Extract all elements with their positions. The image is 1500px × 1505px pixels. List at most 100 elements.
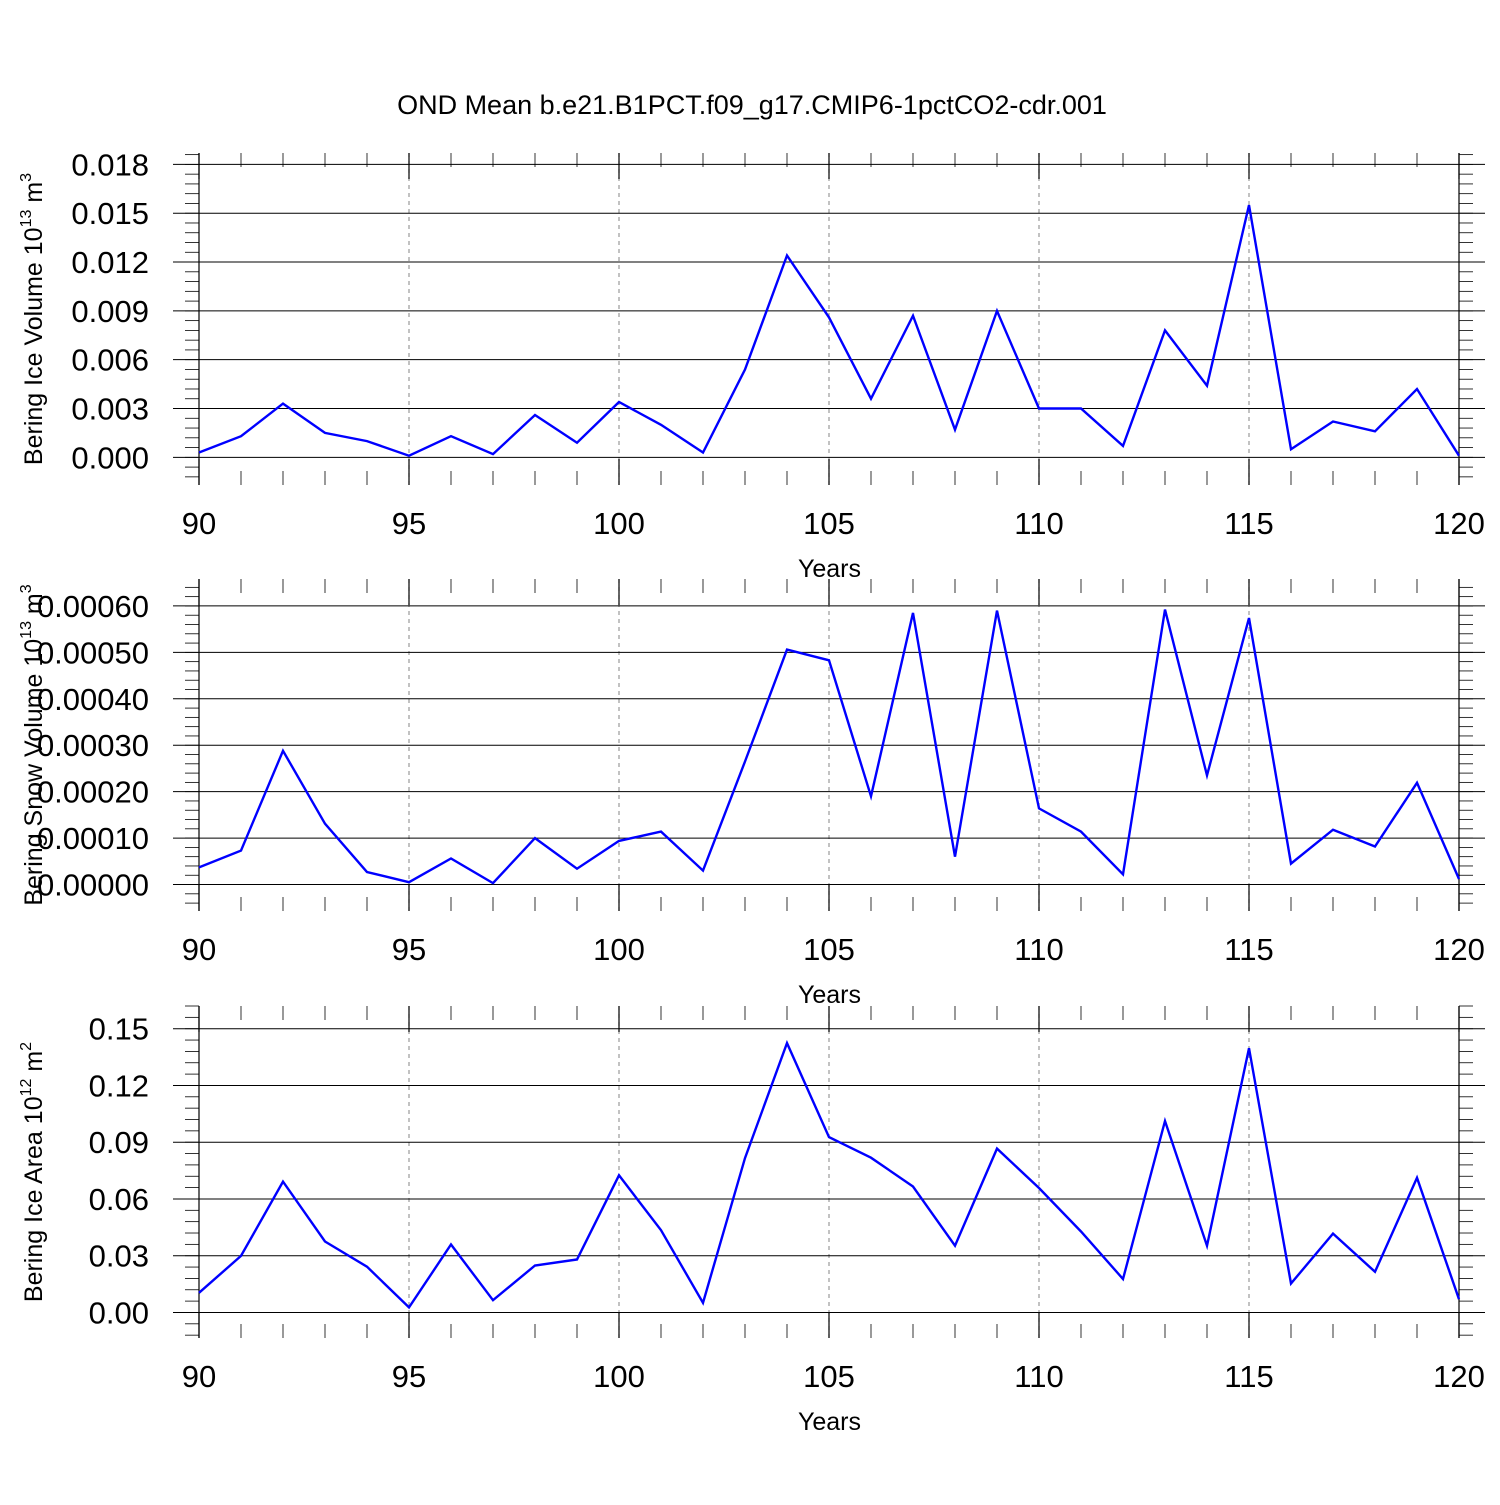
data-point xyxy=(1331,828,1335,832)
y-tick-label: 0.012 xyxy=(71,245,149,280)
data-point xyxy=(239,849,243,853)
data-point xyxy=(491,1298,495,1302)
x-tick-label: 100 xyxy=(593,932,645,967)
x-tick-label: 105 xyxy=(803,506,855,541)
y-tick-label: 0.000 xyxy=(71,440,149,475)
x-tick-label: 100 xyxy=(593,1359,645,1394)
data-point xyxy=(407,1305,411,1309)
data-point xyxy=(281,402,285,406)
chart-title: OND Mean b.e21.B1PCT.f09_g17.CMIP6-1pctC… xyxy=(397,90,1107,120)
x-tick-label: 90 xyxy=(182,506,216,541)
x-tick-label: 120 xyxy=(1433,932,1485,967)
data-point xyxy=(701,869,705,873)
data-point xyxy=(323,822,327,826)
data-point xyxy=(827,315,831,319)
y-tick-label: 0.015 xyxy=(71,196,149,231)
data-point xyxy=(575,1257,579,1261)
data-point xyxy=(743,367,747,371)
y-tick-label: 0.06 xyxy=(89,1182,149,1217)
data-point xyxy=(785,1041,789,1045)
x-tick-label: 100 xyxy=(593,506,645,541)
series-line xyxy=(198,1039,1461,1310)
data-point xyxy=(911,611,915,615)
y-tick-label: 0.00040 xyxy=(37,682,149,717)
data-point xyxy=(701,1301,705,1305)
data-point xyxy=(1457,1297,1461,1301)
data-point xyxy=(1415,387,1419,391)
data-point xyxy=(1079,407,1083,411)
data-point xyxy=(533,836,537,840)
y-tick-label: 0.09 xyxy=(89,1125,149,1160)
data-point xyxy=(1163,328,1167,332)
data-point xyxy=(1163,1119,1167,1123)
series-line xyxy=(198,204,1461,457)
data-point xyxy=(953,428,957,432)
data-point xyxy=(617,400,621,404)
panel-1: 0.000 0.003 0.006 0.009 0.012 0.015 0.018 90 95 1… xyxy=(18,147,1485,583)
data-point xyxy=(1037,806,1041,810)
data-point xyxy=(743,759,747,763)
data-point xyxy=(911,1184,915,1188)
data-point xyxy=(659,1228,663,1232)
x-tick-label: 110 xyxy=(1014,506,1063,541)
data-point xyxy=(407,880,411,884)
data-point xyxy=(1289,1282,1293,1286)
x-tick-label: 120 xyxy=(1433,1359,1485,1394)
data-point xyxy=(911,314,915,318)
x-axis-label: Years xyxy=(798,1408,861,1436)
data-point xyxy=(995,609,999,613)
data-point xyxy=(953,855,957,859)
x-tick-label: 95 xyxy=(392,932,426,967)
x-tick-label: 95 xyxy=(392,506,426,541)
data-point xyxy=(449,857,453,861)
data-point xyxy=(281,1180,285,1184)
data-point xyxy=(953,1244,957,1248)
data-point xyxy=(869,397,873,401)
data-point xyxy=(785,254,789,258)
data-point xyxy=(1079,1229,1083,1233)
data-point xyxy=(1163,608,1167,612)
data-point xyxy=(407,454,411,458)
y-tick-label: 0.009 xyxy=(71,294,149,329)
series-line xyxy=(198,609,1461,885)
data-point xyxy=(1121,872,1125,876)
data-point xyxy=(1373,844,1377,848)
data-point xyxy=(995,309,999,313)
data-point xyxy=(617,1173,621,1177)
y-tick-label: 0.00010 xyxy=(37,821,149,856)
y-tick-label: 0.03 xyxy=(89,1239,149,1274)
y-tick-label: 0.15 xyxy=(89,1012,149,1047)
data-point xyxy=(365,870,369,874)
y-axis-label: Bering Ice Area 1012 m2 xyxy=(18,1042,48,1302)
y-axis-label: Bering Snow Volume 1013 m3 xyxy=(18,584,48,905)
x-tick-label: 115 xyxy=(1224,932,1273,967)
x-tick-label: 105 xyxy=(803,932,855,967)
data-point xyxy=(785,648,789,652)
data-point xyxy=(1121,1277,1125,1281)
data-point xyxy=(365,439,369,443)
data-point xyxy=(659,423,663,427)
data-point xyxy=(1457,454,1461,458)
y-tick-label: 0.12 xyxy=(89,1068,149,1103)
y-tick-label: 0.006 xyxy=(71,343,149,378)
data-point xyxy=(1289,862,1293,866)
data-point xyxy=(1331,420,1335,424)
data-point xyxy=(827,658,831,662)
x-tick-label: 110 xyxy=(1014,932,1063,967)
data-point xyxy=(1457,877,1461,881)
data-point xyxy=(1373,1270,1377,1274)
data-point xyxy=(1079,830,1083,834)
data-point xyxy=(659,830,663,834)
data-point xyxy=(197,865,201,869)
y-tick-label: 0.00030 xyxy=(37,728,149,763)
panel-3: 0.00 0.03 0.06 0.09 0.12 0.15 90 95 100 105 110 115… xyxy=(18,1005,1485,1436)
data-point xyxy=(743,1156,747,1160)
data-point xyxy=(827,1135,831,1139)
x-axis-label: Years xyxy=(798,555,861,583)
data-point xyxy=(323,1240,327,1244)
data-point xyxy=(239,434,243,438)
data-point xyxy=(533,413,537,417)
data-point xyxy=(1415,1176,1419,1180)
y-tick-label: 0.00060 xyxy=(37,589,149,624)
